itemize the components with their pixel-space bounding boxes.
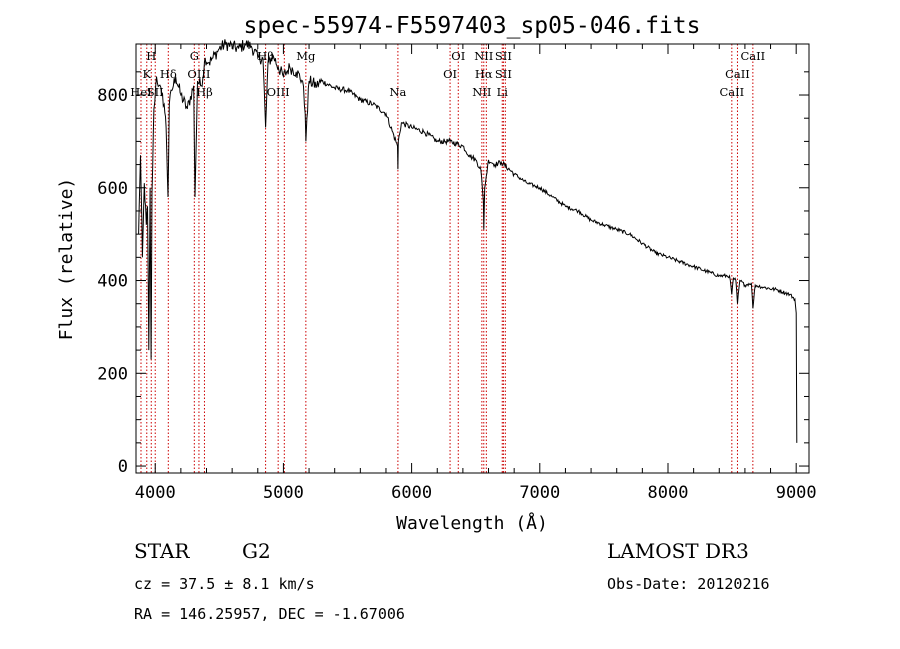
line-label: Hβ xyxy=(196,85,213,99)
x-axis: 4000 5000 6000 7000 8000 9000 xyxy=(135,44,817,503)
line-label: SII xyxy=(495,49,512,63)
y-tick-label: 600 xyxy=(97,179,128,199)
y-tick-label: 800 xyxy=(97,86,128,106)
y-axis: 0 200 400 600 800 xyxy=(97,71,809,477)
object-class: STAR xyxy=(134,539,190,563)
redshift-velocity: cz = 37.5 ± 8.1 km/s xyxy=(134,575,315,593)
line-label: SII xyxy=(495,67,512,81)
line-label: Mg xyxy=(296,49,316,63)
x-tick-label: 8000 xyxy=(648,483,689,503)
x-axis-label: Wavelength (Å) xyxy=(396,512,548,534)
spectral-subclass: G2 xyxy=(242,539,271,563)
line-label: OI xyxy=(443,67,457,81)
emission-line-labels: HeIKHSIIHδGOIIIHβHβOIIIMgNaOIOINIINIIHαL… xyxy=(130,49,765,99)
x-tick-label: 6000 xyxy=(391,483,432,503)
line-label: CaII xyxy=(725,67,750,81)
survey-name: LAMOST DR3 xyxy=(607,539,749,563)
line-label: H xyxy=(146,49,156,63)
y-axis-label: Flux (relative) xyxy=(56,178,77,341)
line-label: G xyxy=(190,49,199,63)
x-tick-label: 5000 xyxy=(263,483,304,503)
y-tick-label: 200 xyxy=(97,364,128,384)
line-label: Hα xyxy=(475,67,493,81)
line-label: OIII xyxy=(267,85,290,99)
plot-frame xyxy=(135,43,810,474)
emission-line-markers xyxy=(140,44,754,473)
line-label: CaII xyxy=(719,85,744,99)
x-tick-label: 9000 xyxy=(776,483,817,503)
y-tick-label: 0 xyxy=(118,457,128,477)
line-label: Li xyxy=(497,85,509,99)
observation-date: Obs-Date: 20120216 xyxy=(607,575,770,593)
y-tick-label: 400 xyxy=(97,272,128,292)
line-label: Na xyxy=(389,85,406,99)
x-tick-label: 7000 xyxy=(519,483,560,503)
coordinates: RA = 146.25957, DEC = -1.67006 xyxy=(134,605,405,623)
chart-title: spec-55974-F5597403_sp05-046.fits xyxy=(244,13,701,39)
line-label: OI xyxy=(451,49,465,63)
line-label: Hδ xyxy=(160,67,177,81)
line-label: CaII xyxy=(740,49,765,63)
line-label: NII xyxy=(474,49,493,63)
line-label: OIII xyxy=(187,67,210,81)
line-label: NII xyxy=(472,85,491,99)
spectrum-series-line xyxy=(138,39,798,443)
x-tick-label: 4000 xyxy=(135,483,176,503)
line-label: K xyxy=(142,67,151,81)
